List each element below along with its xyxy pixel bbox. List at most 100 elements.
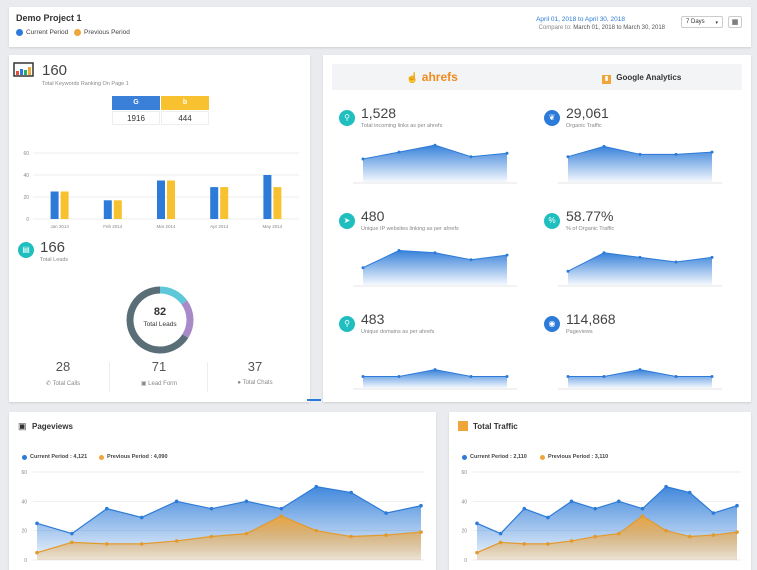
metric-sparkline <box>546 342 726 392</box>
calls-value: 28 <box>33 359 93 374</box>
pv-previous-label: Previous Period : 4,090 <box>107 454 168 460</box>
donut-value: 82 <box>123 306 197 318</box>
metric-sparkline <box>341 239 521 289</box>
previous-dot <box>74 29 81 36</box>
data-point <box>735 530 739 534</box>
metric-label: Pageviews <box>566 329 593 335</box>
monitor-icon <box>13 62 35 80</box>
traffic-area-chart: 0204060 <box>451 466 747 570</box>
ga-label: Google Analytics <box>616 73 681 82</box>
spark-point <box>398 375 401 378</box>
y-tick-label: 40 <box>461 499 467 505</box>
data-point <box>475 551 479 555</box>
spark-point <box>470 258 473 261</box>
y-tick-label: 20 <box>461 529 467 535</box>
data-point <box>617 532 621 536</box>
data-point <box>664 529 668 533</box>
spark-area <box>568 370 712 388</box>
data-point <box>712 533 716 537</box>
y-tick-label: 60 <box>461 470 467 476</box>
bar <box>273 187 281 219</box>
data-point <box>140 516 144 520</box>
data-point <box>546 516 550 520</box>
bing-value: 444 <box>161 111 209 125</box>
data-point <box>570 500 574 504</box>
metric-cell: ➤ 480 Unique IP websites linking as per ah… <box>332 207 532 302</box>
spark-point <box>398 151 401 154</box>
pageviews-card: ▣ Pageviews Current Period : 4,121 Previ… <box>9 412 436 570</box>
bar <box>157 181 165 220</box>
monitor-icon: ▣ <box>18 421 27 432</box>
data-point <box>475 522 479 526</box>
legend-current: Current Period <box>16 29 68 36</box>
metric-label: Unique domains as per ahrefs <box>361 329 434 335</box>
metric-value: 480 <box>361 208 384 224</box>
tt-previous-label: Previous Period : 3,110 <box>548 454 608 460</box>
data-point <box>245 532 249 536</box>
spark-point <box>603 251 606 254</box>
spark-point <box>567 375 570 378</box>
bar <box>220 187 228 219</box>
metric-cell: ⚲ 1,528 Total incoming links as per ahrefs <box>332 104 532 199</box>
pv-current-label: Current Period : 4,121 <box>30 454 87 460</box>
previous-dot <box>99 455 104 460</box>
data-point <box>245 500 249 504</box>
y-tick-label: 20 <box>23 195 29 201</box>
data-point <box>314 529 318 533</box>
period-select[interactable]: 7 Days ▾ <box>681 16 723 28</box>
metric-sparkline <box>546 239 726 289</box>
tt-legend-previous: Previous Period : 3,110 <box>540 454 608 460</box>
compare-range: Compare to: March 01, 2018 to March 30, … <box>539 25 665 31</box>
chats-label: Total Chats <box>243 380 273 386</box>
data-point <box>522 507 526 511</box>
traffic-icon <box>458 421 468 431</box>
tt-current-label: Current Period : 2,110 <box>470 454 527 460</box>
spark-point <box>675 375 678 378</box>
metric-value: 29,061 <box>566 105 609 121</box>
data-point <box>641 507 645 511</box>
leaf-icon: ❦ <box>544 110 560 126</box>
legend-previous: Previous Period <box>74 29 130 36</box>
leads-label: Total Leads <box>40 257 68 263</box>
spark-point <box>434 144 437 147</box>
google-value: 1916 <box>112 111 160 125</box>
data-point <box>35 551 39 555</box>
calls-label: Total Calls <box>52 381 80 387</box>
tt-legend-current: Current Period : 2,110 <box>462 454 527 460</box>
spark-point <box>639 256 642 259</box>
data-point <box>210 535 214 539</box>
traffic-card: Total Traffic Current Period : 2,110 Pre… <box>449 412 751 570</box>
bing-tab[interactable]: b <box>161 96 209 110</box>
metric-sparkline <box>341 342 521 392</box>
metric-label: Total incoming links as per ahrefs <box>361 123 442 129</box>
data-point <box>419 504 423 508</box>
google-tab[interactable]: G <box>112 96 160 110</box>
data-point <box>688 535 692 539</box>
scroll-indicator[interactable] <box>307 399 321 401</box>
metric-sparkline <box>341 136 521 186</box>
spark-area <box>363 251 507 286</box>
spark-point <box>434 251 437 254</box>
data-point <box>349 491 353 495</box>
data-point <box>499 532 503 536</box>
ahrefs-label: ahrefs <box>422 70 458 84</box>
data-point <box>175 500 179 504</box>
legend-current-label: Current Period <box>26 29 68 36</box>
calendar-icon[interactable]: ▦ <box>728 16 742 28</box>
metric-label: % of Organic Traffic <box>566 226 614 232</box>
divider <box>207 362 208 392</box>
traffic-title: Total Traffic <box>473 422 518 431</box>
metric-label: Unique IP websites linking as per ahrefs <box>361 226 459 232</box>
leads-donut-chart <box>123 283 197 357</box>
data-point <box>419 530 423 534</box>
bar <box>263 175 271 219</box>
compare-label: Compare to: <box>539 25 572 31</box>
form-item: ▣ Lead Form <box>124 380 194 387</box>
metric-cell: ◉ 114,868 Pageviews <box>537 310 737 405</box>
form-value: 71 <box>129 359 189 374</box>
data-point <box>70 541 74 545</box>
bar <box>210 187 218 219</box>
date-range[interactable]: April 01, 2018 to April 30, 2018 <box>536 16 625 23</box>
legend-previous-label: Previous Period <box>84 29 130 36</box>
tool-header: ☝ ahrefs ▮ Google Analytics <box>332 64 742 90</box>
